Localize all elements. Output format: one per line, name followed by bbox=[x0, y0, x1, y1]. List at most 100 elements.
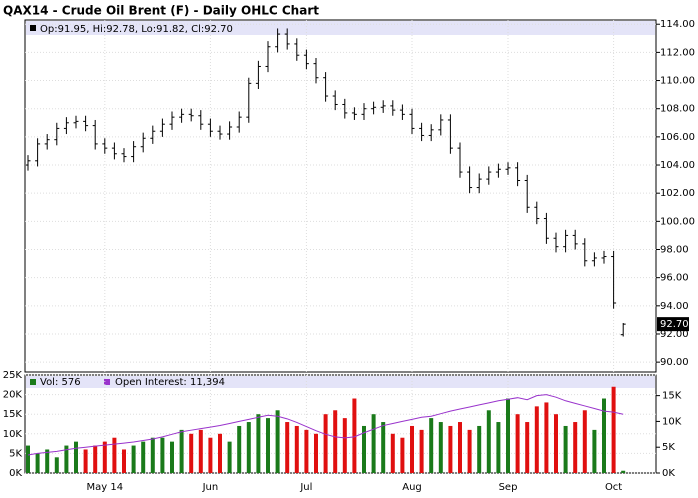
y2-tick-label: 15K bbox=[662, 391, 682, 402]
volume-bar bbox=[582, 410, 587, 473]
volume-bar bbox=[515, 414, 520, 473]
volume-bar bbox=[458, 422, 462, 473]
volume-bar bbox=[102, 441, 107, 473]
volume-bar bbox=[74, 441, 78, 473]
oi-legend: Open Interest: 11,394 bbox=[115, 377, 225, 388]
y2-tick-label: 0K bbox=[662, 468, 675, 479]
y-tick-label: 10K bbox=[3, 429, 23, 440]
y-tick-label: 106.00 bbox=[660, 132, 695, 143]
volume-legend: Vol: 576 bbox=[40, 377, 81, 388]
volume-bar bbox=[486, 410, 491, 473]
y-tick-label: 92.00 bbox=[660, 329, 689, 340]
volume-bar bbox=[26, 445, 30, 473]
volume-bar bbox=[237, 425, 242, 473]
legend-marker bbox=[30, 379, 36, 385]
volume-bar bbox=[544, 402, 549, 473]
legend-marker bbox=[30, 25, 36, 31]
panels bbox=[24, 19, 657, 474]
y-tick-label: 108.00 bbox=[660, 104, 695, 115]
volume-bar bbox=[333, 410, 338, 473]
y-tick-label: 15K bbox=[3, 409, 23, 420]
open-interest-line bbox=[27, 394, 624, 456]
y-tick-label: 90.00 bbox=[660, 357, 689, 368]
volume-bar bbox=[525, 422, 530, 473]
volume-bar bbox=[419, 429, 424, 473]
volume-bar bbox=[429, 418, 434, 473]
volume-bar bbox=[112, 437, 117, 473]
volume-bar bbox=[35, 453, 40, 473]
volume-bar bbox=[198, 429, 203, 473]
volume-bar bbox=[141, 441, 146, 473]
volume-legend-band bbox=[26, 376, 655, 388]
x-tick-label: Oct bbox=[605, 482, 622, 493]
volume-bar bbox=[304, 429, 309, 473]
volume-bar bbox=[246, 422, 251, 473]
volume-bar bbox=[410, 425, 414, 473]
volume-bar bbox=[256, 414, 261, 473]
y-tick-label: 114.00 bbox=[660, 19, 695, 30]
volume-bar bbox=[534, 406, 539, 473]
volume-bar bbox=[208, 437, 213, 473]
volume-bar bbox=[371, 414, 376, 473]
y-tick-label: 20K bbox=[3, 390, 23, 401]
volume-panel bbox=[24, 374, 657, 474]
volume-bar bbox=[602, 398, 606, 473]
x-tick-label: Jun bbox=[202, 482, 219, 493]
legend-marker bbox=[104, 379, 110, 385]
volume-bar bbox=[179, 429, 184, 473]
volume-bar bbox=[275, 410, 280, 473]
y-tick-label: 104.00 bbox=[660, 160, 695, 171]
volume-bar bbox=[362, 425, 366, 473]
volume-bar bbox=[83, 449, 88, 473]
volume-bar bbox=[227, 441, 232, 473]
volume-bar bbox=[170, 441, 174, 473]
volume-bar bbox=[64, 445, 69, 473]
volume-bar bbox=[294, 425, 299, 473]
x-tick-label: May 14 bbox=[87, 482, 124, 493]
x-tick-label: Aug bbox=[402, 482, 422, 493]
price-legend: Op:91.95, Hi:92.78, Lo:91.82, Cl:92.70 bbox=[40, 24, 233, 35]
y-tick-label: 98.00 bbox=[660, 245, 689, 256]
y-tick-label: 94.00 bbox=[660, 301, 689, 312]
volume-bar bbox=[131, 445, 136, 473]
last-price-box bbox=[657, 317, 689, 332]
volume-bar bbox=[150, 437, 155, 473]
volume-bar bbox=[323, 414, 328, 473]
volume-bar bbox=[381, 422, 386, 473]
x-tick-label: Jul bbox=[299, 482, 312, 493]
volume-bar bbox=[467, 429, 472, 473]
volume-bar bbox=[438, 422, 443, 473]
price-legend-band bbox=[26, 21, 655, 35]
volume-bar bbox=[400, 437, 405, 473]
volume-bar bbox=[563, 425, 568, 473]
price-panel bbox=[24, 19, 657, 373]
volume-bar bbox=[506, 398, 510, 473]
last-price-label: 92.70 bbox=[660, 319, 689, 330]
y-tick-label: 100.00 bbox=[660, 216, 695, 227]
volume-bar bbox=[314, 433, 318, 473]
volume-bar bbox=[189, 433, 194, 473]
volume-bar bbox=[45, 449, 50, 473]
y2-tick-label: 10K bbox=[662, 416, 682, 427]
volume-bar bbox=[93, 445, 98, 473]
volume-bar bbox=[448, 425, 453, 473]
y2-tick-label: 5K bbox=[662, 442, 675, 453]
y-tick-label: 102.00 bbox=[660, 188, 695, 199]
volume-bar bbox=[266, 418, 270, 473]
y-tick-label: 112.00 bbox=[660, 47, 695, 58]
volume-bar bbox=[611, 386, 616, 473]
volume-bar bbox=[342, 418, 347, 473]
volume-bar bbox=[496, 422, 501, 473]
volume-bar bbox=[477, 425, 482, 473]
volume-bar bbox=[218, 433, 222, 473]
volume-bar bbox=[285, 422, 290, 473]
volume-bar bbox=[592, 429, 597, 473]
y-tick-label: 5K bbox=[9, 448, 22, 459]
y-tick-label: 110.00 bbox=[660, 76, 695, 87]
x-tick-label: Sep bbox=[499, 482, 518, 493]
chart-title: QAX14 - Crude Oil Brent (F) - Daily OHLC… bbox=[3, 4, 319, 18]
volume-bar bbox=[554, 414, 558, 473]
volume-bar bbox=[621, 470, 626, 473]
volume-bar bbox=[122, 449, 126, 473]
